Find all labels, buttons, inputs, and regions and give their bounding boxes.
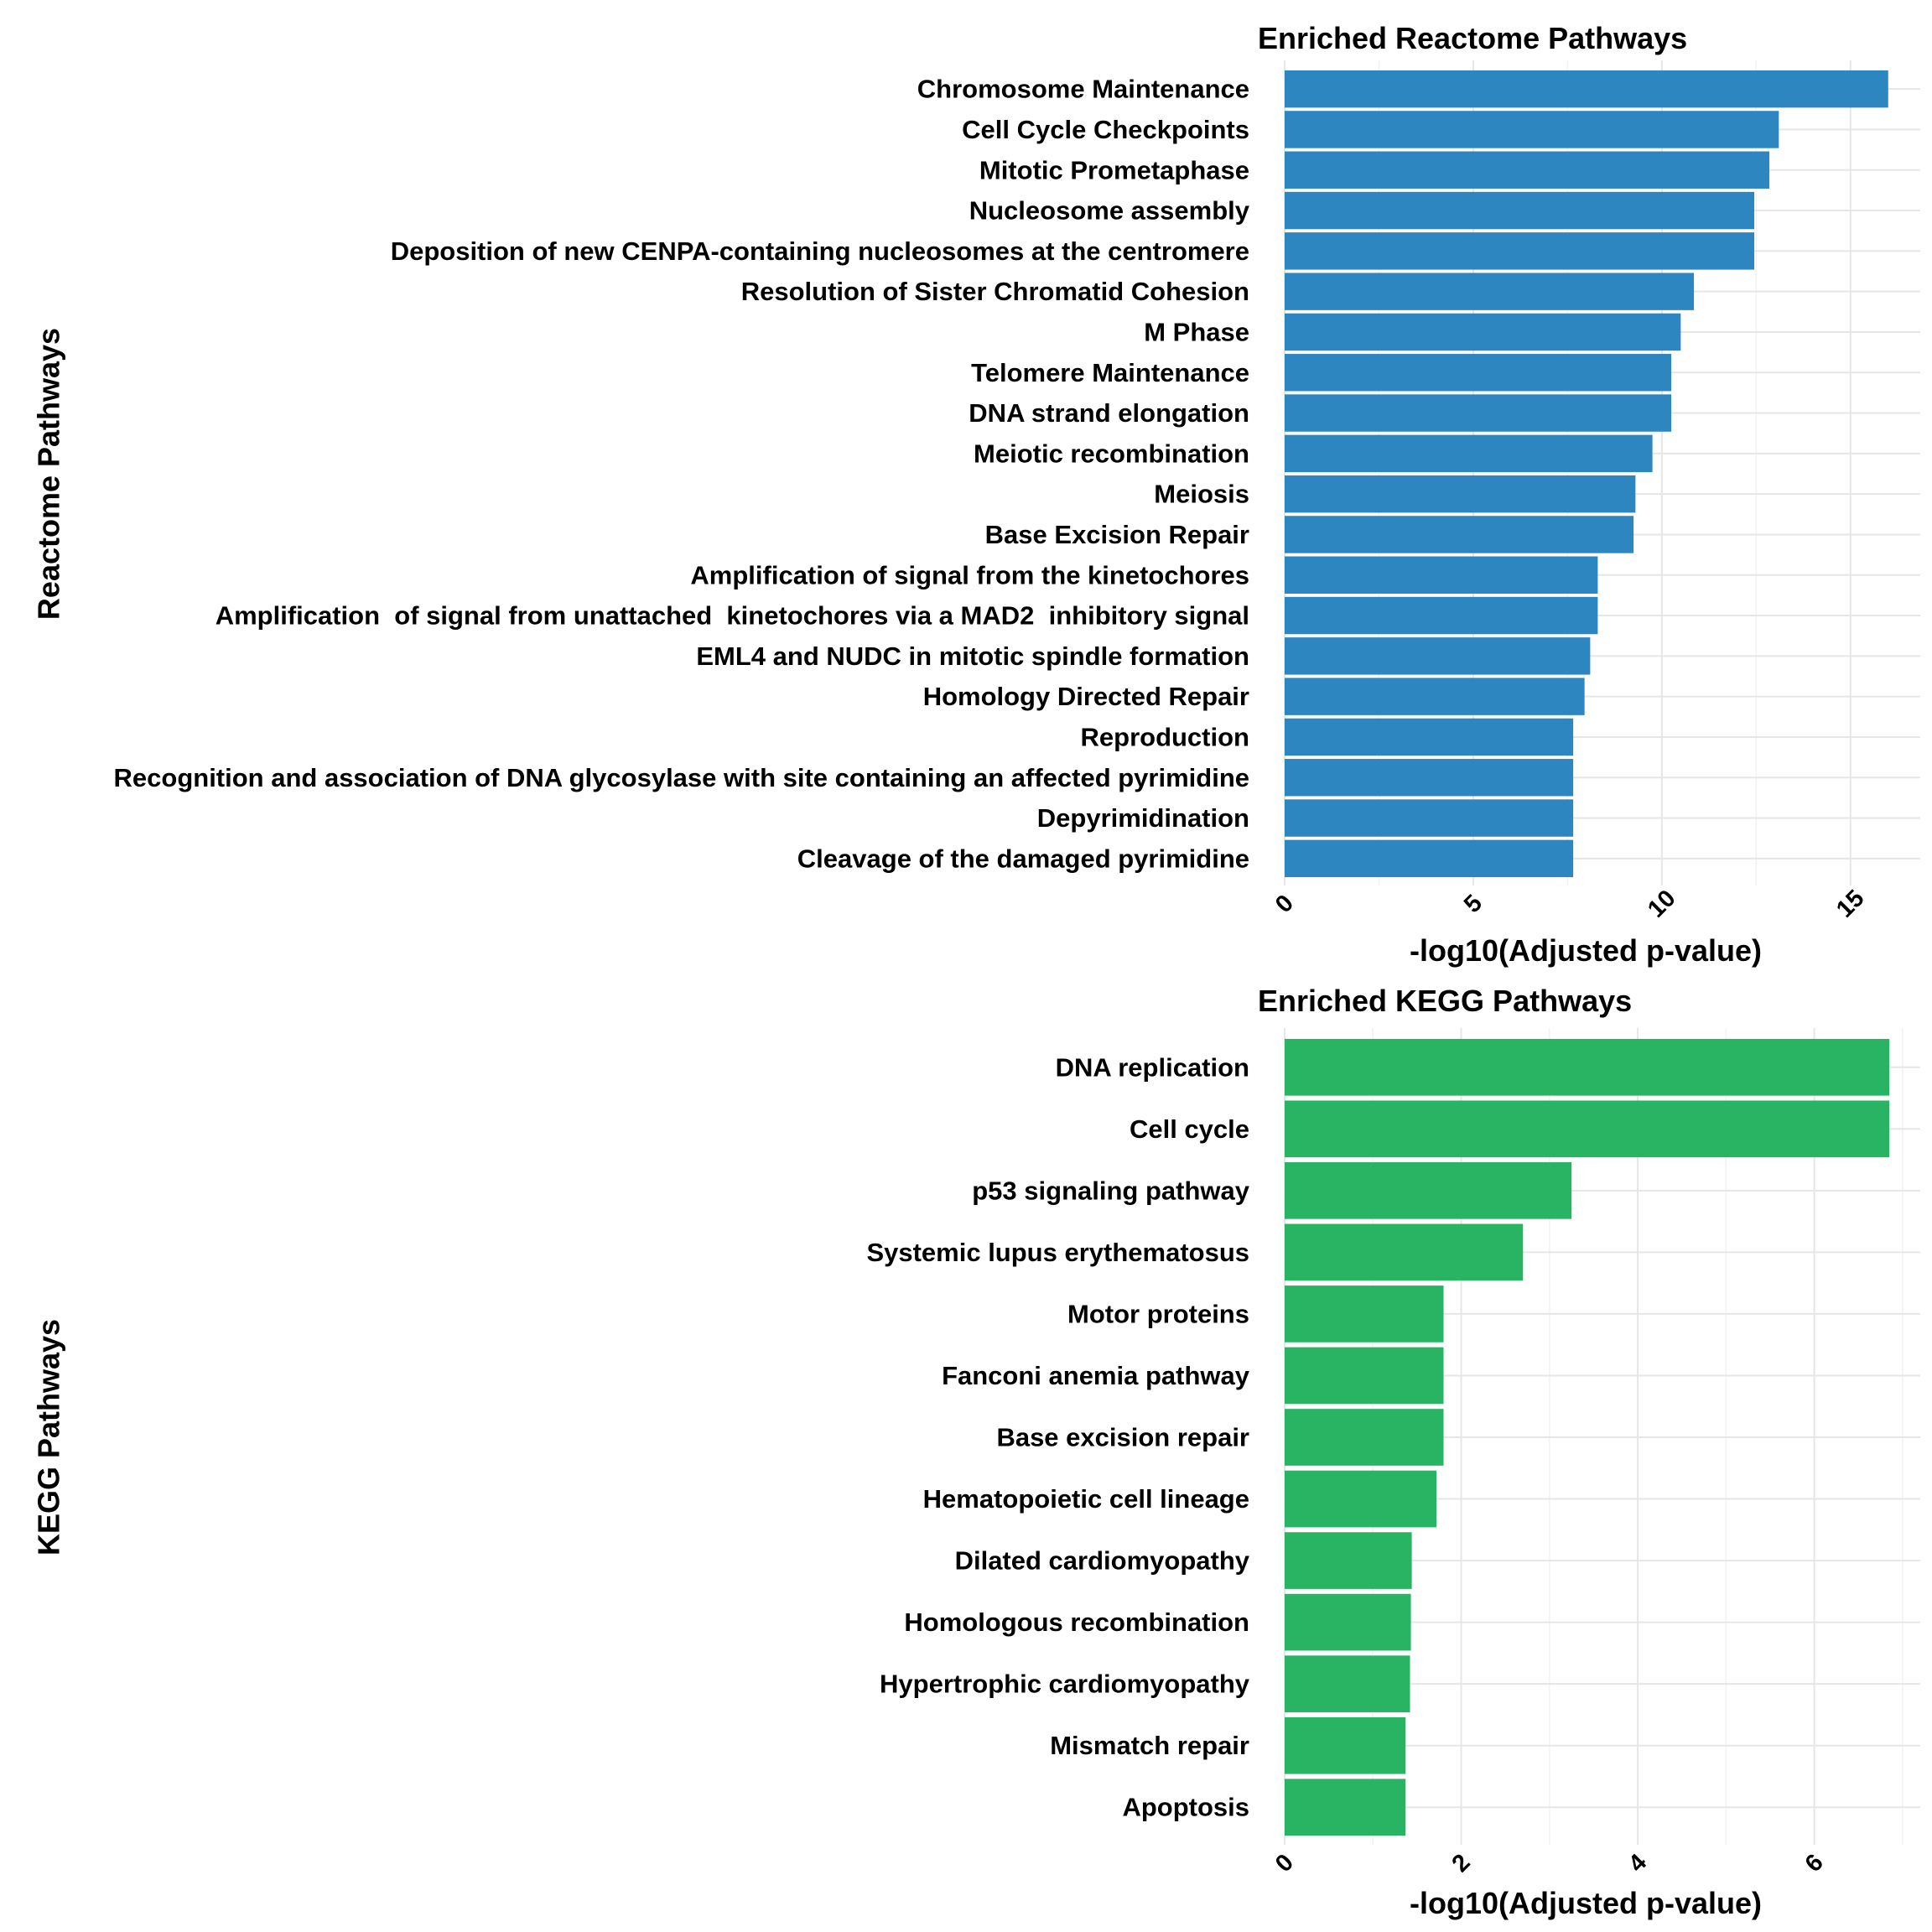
reactome-x-tick-label: 10	[1643, 885, 1680, 922]
reactome-bar	[1285, 111, 1779, 148]
reactome-category-label: Meiotic recombination	[974, 439, 1249, 468]
reactome-x-tick-label: 5	[1459, 890, 1488, 918]
reactome-category-label: EML4 and NUDC in mitotic spindle formati…	[696, 641, 1249, 671]
kegg-bar	[1285, 1162, 1572, 1219]
kegg-x-tick-label: 6	[1800, 1849, 1829, 1877]
kegg-category-label: Mismatch repair	[1050, 1731, 1249, 1760]
kegg-x-axis-title: -log10(Adjusted p-value)	[1410, 1886, 1762, 1920]
reactome-category-label: Meiosis	[1154, 480, 1249, 509]
kegg-bar	[1285, 1779, 1406, 1836]
reactome-bar	[1285, 637, 1591, 675]
kegg-chart-title: Enriched KEGG Pathways	[1258, 984, 1632, 1018]
kegg-x-tick-label: 0	[1270, 1849, 1299, 1877]
reactome-bar	[1285, 191, 1755, 230]
kegg-category-label: Apoptosis	[1122, 1793, 1249, 1822]
kegg-bar	[1285, 1470, 1437, 1528]
reactome-category-label: M Phase	[1144, 317, 1249, 346]
kegg-category-label: Fanconi anemia pathway	[942, 1361, 1250, 1390]
kegg-bar	[1285, 1593, 1411, 1651]
reactome-category-label: Homology Directed Repair	[923, 682, 1249, 711]
reactome-bar	[1285, 313, 1681, 351]
kegg-x-tick-label: 4	[1623, 1849, 1652, 1877]
kegg-category-label: DNA replication	[1056, 1052, 1249, 1082]
reactome-category-label: Cleavage of the damaged pyrimidine	[797, 844, 1249, 873]
kegg-bar	[1285, 1409, 1444, 1466]
kegg-y-axis-title: KEGG Pathways	[32, 1319, 66, 1555]
reactome-category-label: Chromosome Maintenance	[917, 75, 1249, 104]
kegg-bar	[1285, 1655, 1410, 1712]
reactome-bar	[1285, 394, 1672, 432]
reactome-y-axis-title: Reactome Pathways	[32, 328, 66, 620]
kegg-bar	[1285, 1532, 1412, 1589]
reactome-category-label: Amplification of signal from unattached …	[216, 601, 1249, 631]
kegg-category-label: p53 signaling pathway	[972, 1176, 1249, 1205]
kegg-category-label: Systemic lupus erythematosus	[866, 1238, 1249, 1267]
reactome-x-tick-label: 15	[1831, 885, 1869, 922]
reactome-bar	[1285, 475, 1636, 513]
kegg-bar	[1285, 1716, 1406, 1774]
reactome-bar	[1285, 273, 1695, 310]
kegg-bar	[1285, 1038, 1890, 1096]
kegg-category-label: Motor proteins	[1067, 1299, 1249, 1328]
kegg-category-label: Homologous recombination	[904, 1607, 1249, 1637]
reactome-category-label: Depyrimidination	[1037, 803, 1249, 833]
reactome-bar	[1285, 556, 1598, 594]
reactome-bar	[1285, 516, 1634, 553]
reactome-bar	[1285, 434, 1653, 473]
reactome-bar	[1285, 678, 1585, 715]
reactome-x-axis-title: -log10(Adjusted p-value)	[1410, 933, 1762, 968]
reactome-bar	[1285, 70, 1888, 108]
reactome-category-label: Cell Cycle Checkpoints	[962, 115, 1249, 144]
kegg-bar	[1285, 1285, 1444, 1343]
kegg-bar	[1285, 1100, 1890, 1158]
reactome-bar	[1285, 151, 1770, 189]
kegg-category-label: Cell cycle	[1130, 1114, 1249, 1144]
reactome-category-label: Nucleosome assembly	[969, 196, 1250, 226]
kegg-bar	[1285, 1223, 1524, 1281]
reactome-category-label: Base Excision Repair	[985, 520, 1249, 549]
reactome-category-label: DNA strand elongation	[969, 398, 1249, 428]
reactome-category-label: Deposition of new CENPA-containing nucle…	[391, 236, 1249, 266]
reactome-category-label: Reproduction	[1081, 722, 1250, 751]
kegg-x-tick-label: 2	[1447, 1849, 1476, 1877]
kegg-category-label: Hematopoietic cell lineage	[923, 1484, 1249, 1514]
reactome-bar	[1285, 718, 1574, 756]
kegg-category-label: Hypertrophic cardiomyopathy	[880, 1670, 1250, 1699]
reactome-bar	[1285, 759, 1574, 797]
reactome-bar	[1285, 232, 1755, 270]
kegg-category-label: Base excision repair	[996, 1423, 1249, 1452]
reactome-category-label: Amplification of signal from the kinetoc…	[690, 560, 1249, 589]
reactome-bar	[1285, 839, 1574, 878]
reactome-bar	[1285, 596, 1598, 635]
reactome-x-tick-label: 0	[1270, 890, 1299, 918]
reactome-bar	[1285, 799, 1574, 837]
kegg-bar	[1285, 1347, 1444, 1405]
reactome-bar	[1285, 354, 1672, 392]
kegg-category-label: Dilated cardiomyopathy	[955, 1546, 1250, 1576]
reactome-chart-title: Enriched Reactome Pathways	[1258, 21, 1687, 55]
reactome-panel: Chromosome Maintenance Cell Cycle Checkpo…	[32, 21, 1920, 968]
kegg-panel: DNA replication Cell cycle p53 signaling p…	[32, 984, 1920, 1920]
reactome-category-label: Recognition and association of DNA glyco…	[114, 763, 1249, 792]
reactome-category-label: Mitotic Prometaphase	[979, 155, 1249, 184]
reactome-category-label: Resolution of Sister Chromatid Cohesion	[741, 277, 1249, 306]
reactome-category-label: Telomere Maintenance	[971, 358, 1249, 387]
